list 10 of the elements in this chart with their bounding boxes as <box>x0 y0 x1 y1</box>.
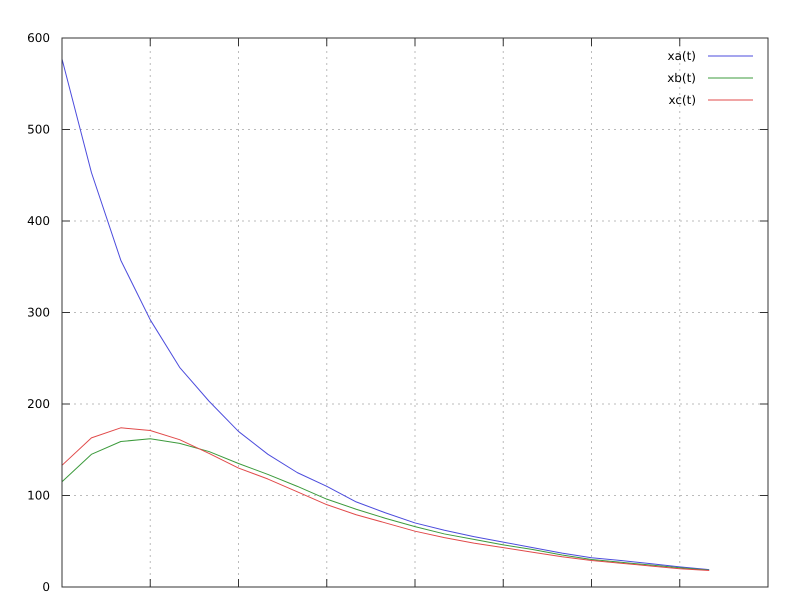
legend-label: xb(t) <box>667 71 696 86</box>
legend-label: xa(t) <box>667 49 696 64</box>
y-tick-label: 100 <box>27 488 50 503</box>
legend-label: xc(t) <box>668 93 696 108</box>
y-tick-label: 200 <box>27 397 50 412</box>
y-tick-label: 0 <box>42 580 50 594</box>
y-tick-label: 600 <box>27 31 50 46</box>
y-tick-label: 300 <box>27 306 50 320</box>
y-tick-label: 500 <box>27 122 50 137</box>
y-tick-label: 400 <box>27 214 50 228</box>
